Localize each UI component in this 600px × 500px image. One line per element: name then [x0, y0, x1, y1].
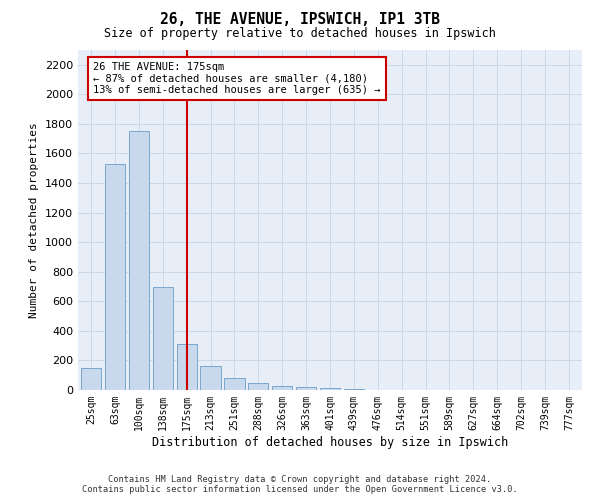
Bar — [105, 164, 125, 390]
Bar — [176, 344, 197, 390]
Bar — [129, 132, 149, 390]
Text: Contains HM Land Registry data © Crown copyright and database right 2024.
Contai: Contains HM Land Registry data © Crown c… — [82, 474, 518, 494]
Bar — [152, 286, 173, 390]
Bar — [248, 384, 268, 390]
Text: 26, THE AVENUE, IPSWICH, IP1 3TB: 26, THE AVENUE, IPSWICH, IP1 3TB — [160, 12, 440, 28]
Bar — [200, 366, 221, 390]
Bar — [296, 387, 316, 390]
Bar — [224, 378, 245, 390]
Bar — [81, 368, 101, 390]
Text: Size of property relative to detached houses in Ipswich: Size of property relative to detached ho… — [104, 28, 496, 40]
Bar — [272, 386, 292, 390]
Text: 26 THE AVENUE: 175sqm
← 87% of detached houses are smaller (4,180)
13% of semi-d: 26 THE AVENUE: 175sqm ← 87% of detached … — [93, 62, 380, 95]
Y-axis label: Number of detached properties: Number of detached properties — [29, 122, 40, 318]
X-axis label: Distribution of detached houses by size in Ipswich: Distribution of detached houses by size … — [152, 436, 508, 448]
Bar — [320, 388, 340, 390]
